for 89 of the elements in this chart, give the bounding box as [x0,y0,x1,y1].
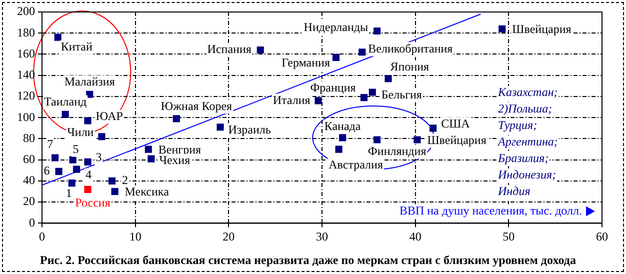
point [384,74,392,82]
annotation: 6 [44,164,50,178]
point [374,27,381,35]
y-tick-label: 80 [23,130,35,145]
point [111,188,118,196]
x-tick-label: 40 [409,230,422,244]
annotation: 3 [96,150,102,164]
annotation: Мексика [124,184,170,199]
x-tick-label: 60 [596,230,608,244]
point [54,34,62,41]
point [358,48,366,56]
annotation: Южная Корея [160,98,233,113]
point [68,180,76,187]
annotation: Финляндия [368,144,427,158]
point [374,136,381,144]
point [84,117,92,124]
y-tick-label: 180 [17,25,35,40]
point [69,156,76,164]
y-tick-label: 200 [17,4,35,18]
x-tick-label: 10 [129,230,142,244]
annotation: Швейцария [512,22,572,36]
point [108,177,116,184]
y-tick-label: 100 [17,110,35,124]
y-tick-label: 120 [17,88,35,103]
point [86,90,94,98]
annotation: Таиланд [44,94,87,109]
point [84,186,92,193]
point [55,168,62,175]
annotation: Швейцария [427,132,487,147]
annotation: Индонезия; [497,168,556,182]
point [498,25,506,32]
x-tick-label: 30 [316,230,328,244]
x-tick-label: 0 [39,230,45,244]
annotation: Малайзия [64,74,116,89]
annotation: Бельгия [381,87,422,102]
point [339,134,346,142]
text: Рис. 2. Российская банковская система неразвита даже по меркам стран с близким уровнем дохода [40,252,576,267]
x-axis-title: ВВП на душу населения, тыс. долл. [399,203,582,218]
annotation: 1 [66,186,72,200]
annotation: Бразилия; [497,151,549,166]
annotation: Чехия [159,152,191,167]
point [256,46,264,54]
y-tick-label: 160 [17,46,35,60]
point [148,155,155,162]
annotation: ЮАР [96,108,124,123]
y-tick-label: 40 [23,173,35,188]
annotation: Япония [390,60,430,74]
annotation: Россия [75,196,111,210]
point [73,166,80,173]
point [360,94,368,102]
y-tick-label: 60 [23,152,35,166]
point [216,124,224,131]
annotation: Нидерланды [304,20,368,34]
annotation: 4 [86,168,92,182]
point [314,97,322,104]
annotation: Аргентина; [497,134,558,149]
annotation: Канада [324,118,362,133]
annotation: Турция; [498,118,538,132]
annotation: Великобритания [368,41,454,56]
annotation: США [441,116,470,130]
annotation: Казахстан; [497,85,558,100]
annotation: Австралия [328,157,384,172]
annotation: Чили [67,124,94,139]
annotation: Китай [60,40,94,54]
annotation: Италия [272,92,311,107]
point [52,154,59,162]
point [144,146,152,153]
point [98,133,106,140]
x-tick-label: 20 [222,230,235,244]
annotation: Испания [207,42,252,56]
y-tick-label: 20 [23,194,35,208]
point [62,110,69,118]
point [172,115,180,122]
point [332,54,340,61]
annotation: 7 [47,136,54,151]
annotation: Индия [497,184,531,198]
annotation: 5 [72,142,79,156]
point [368,88,376,96]
x-tick-label: 50 [502,230,515,244]
annotation: Германия [282,56,330,70]
annotation: 2 [122,173,128,188]
annotation: Франция [310,80,356,95]
point [430,124,437,132]
y-tick-label: 0 [29,215,35,230]
annotation: Израиль [228,122,272,136]
point [335,146,342,153]
annotation: 2)Польша; [498,102,552,116]
point [414,136,421,144]
point [84,158,92,166]
